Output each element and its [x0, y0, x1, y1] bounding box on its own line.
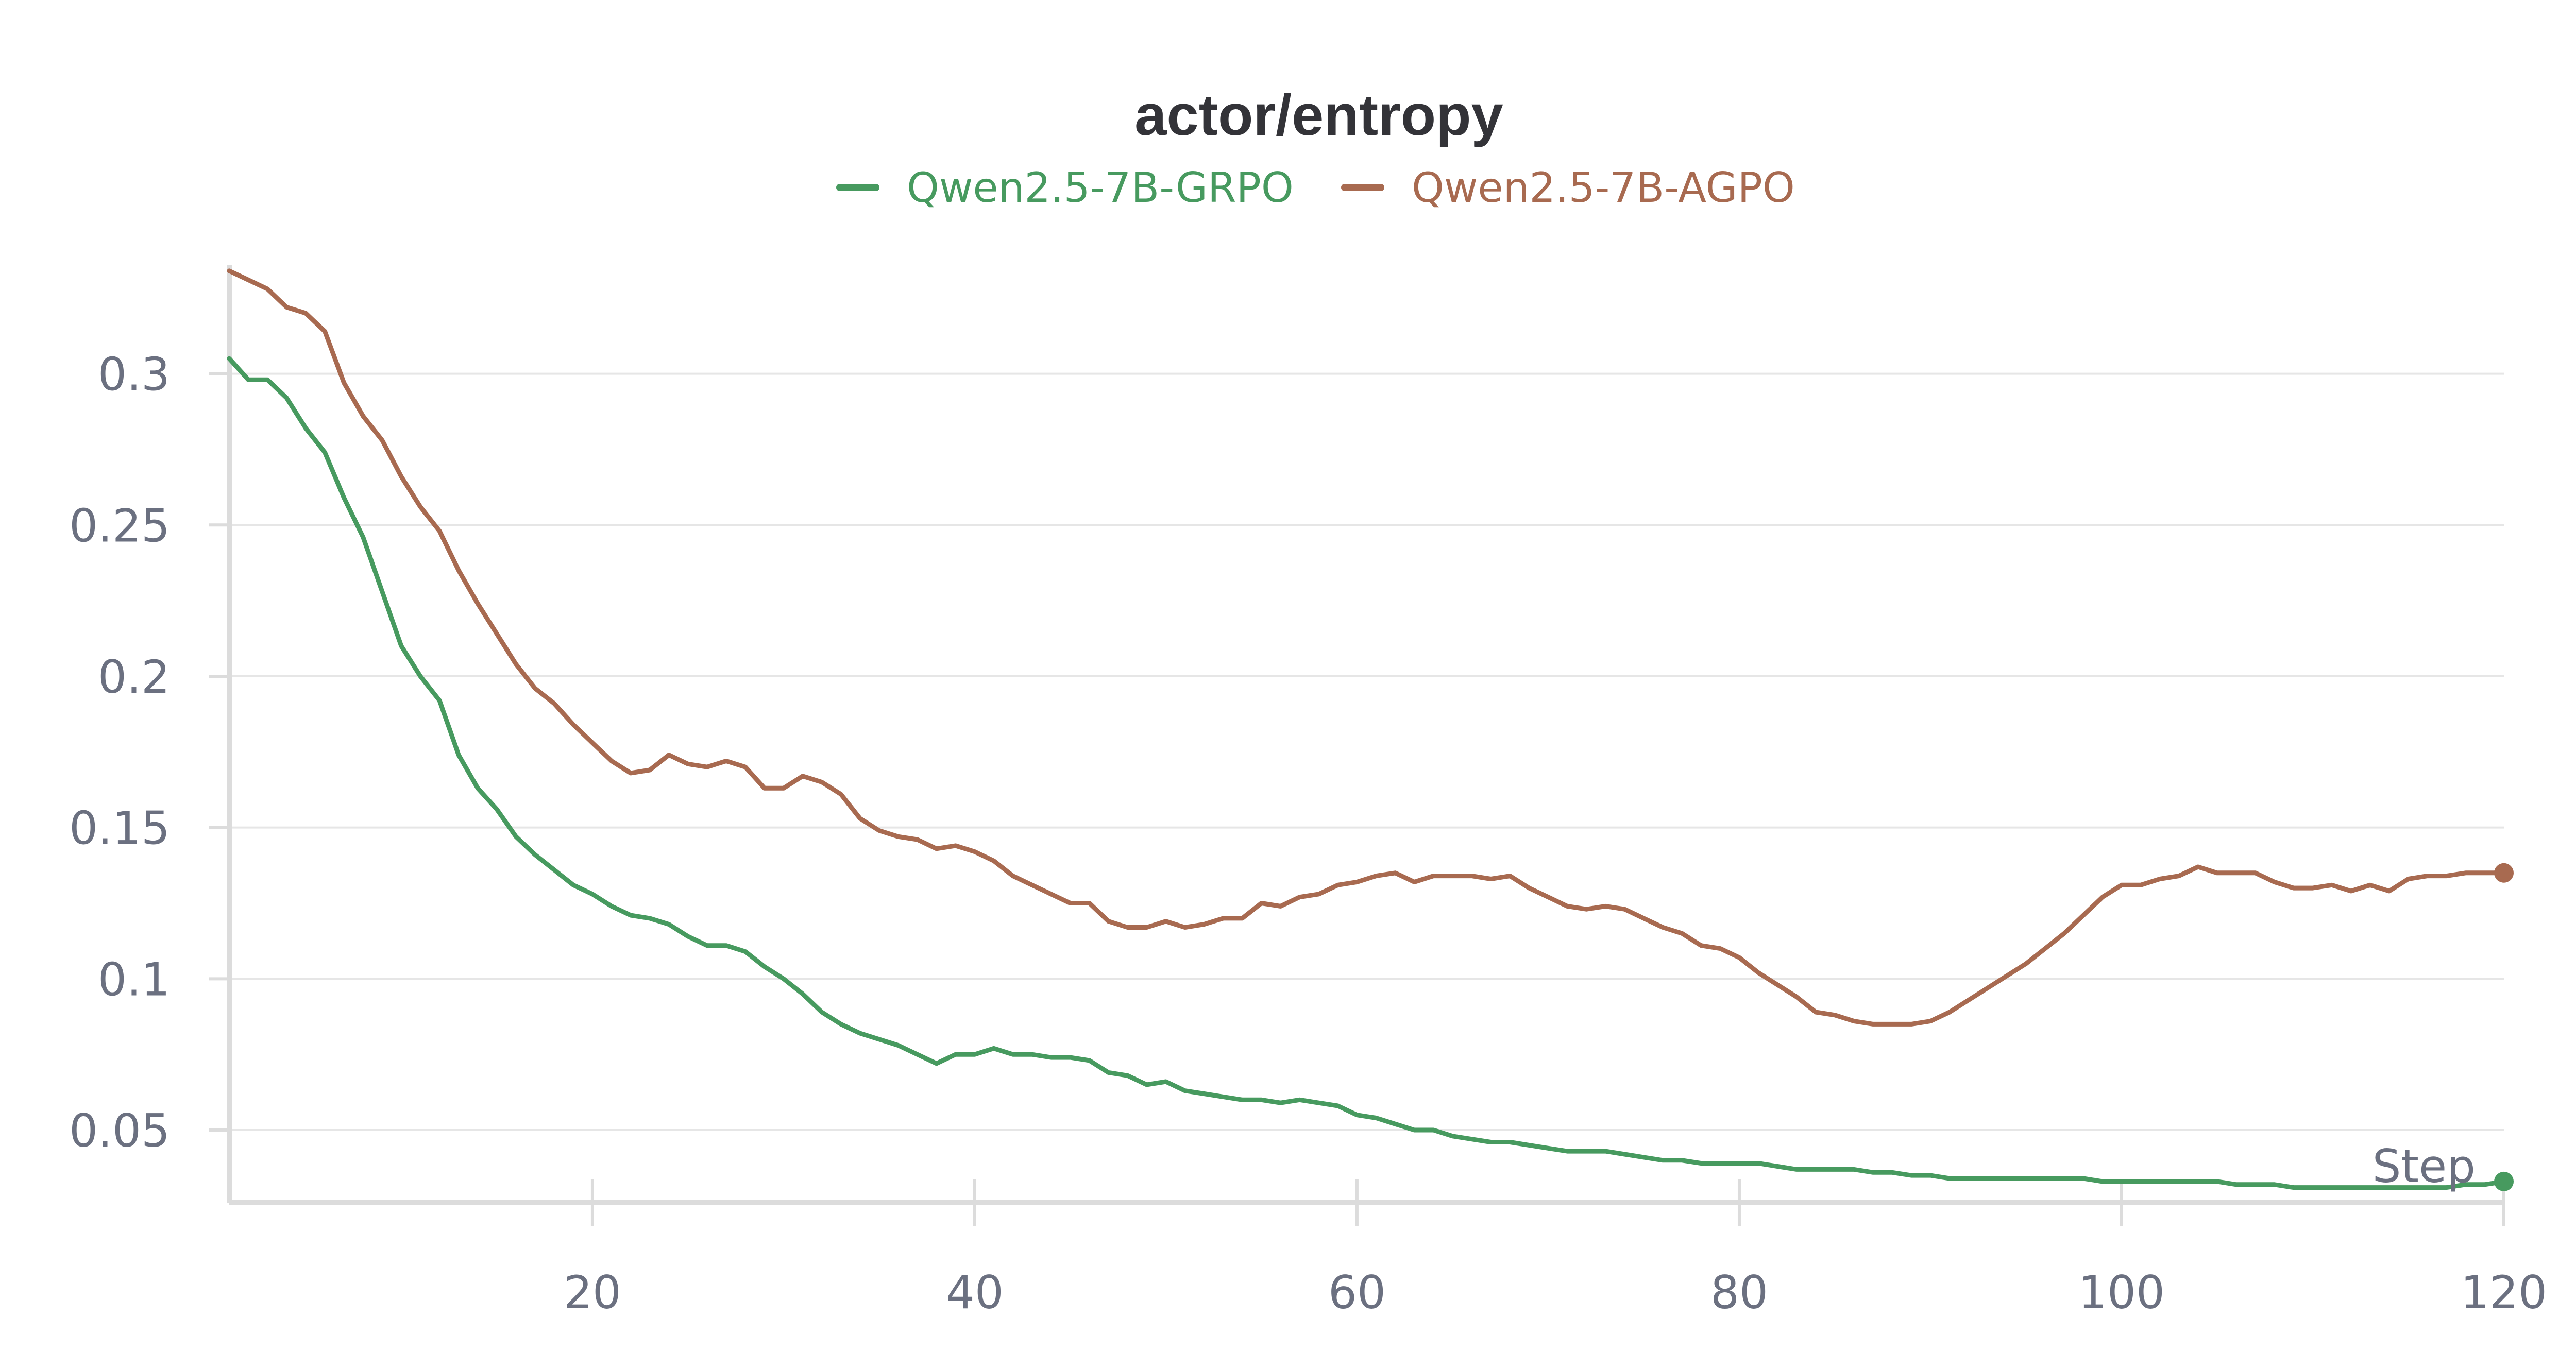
legend-label: Qwen2.5-7B-AGPO	[1412, 164, 1795, 212]
y-tick-label: 0.2	[98, 651, 170, 704]
y-tick-label: 0.05	[69, 1104, 170, 1157]
legend-entry-1[interactable]: Qwen2.5-7B-AGPO	[1341, 164, 1795, 212]
series-line-0[interactable]	[227, 356, 2506, 1190]
series-lines[interactable]	[227, 268, 2514, 1191]
legend-label: Qwen2.5-7B-GRPO	[907, 164, 1294, 212]
series-end-point-1[interactable]	[2494, 863, 2514, 883]
x-tick-label: 60	[1328, 1266, 1386, 1319]
axes: 0.05 0.1 0.15 0.2 0.25 0.3 20 40 60 80 100 120	[69, 265, 2547, 1319]
x-tick-label: 100	[2078, 1266, 2165, 1319]
x-axis-label: Step	[2372, 1140, 2476, 1193]
grid-lines	[229, 372, 2504, 1132]
x-tick-label: 20	[564, 1266, 621, 1319]
legend[interactable]: Qwen2.5-7B-GRPO Qwen2.5-7B-AGPO	[836, 164, 1795, 212]
y-tick-label: 0.3	[98, 348, 170, 401]
x-tick-label: 80	[1710, 1266, 1768, 1319]
y-tick-label: 0.15	[69, 802, 170, 855]
x-tick-label: 40	[946, 1266, 1004, 1319]
chart-title: actor/entropy	[1134, 83, 1503, 147]
y-tick-label: 0.1	[98, 953, 170, 1006]
y-tick-label: 0.25	[69, 499, 170, 552]
series-line-1[interactable]	[227, 268, 2506, 1027]
legend-entry-0[interactable]: Qwen2.5-7B-GRPO	[836, 164, 1294, 212]
series-end-point-0[interactable]	[2494, 1171, 2514, 1191]
x-tick-label: 120	[2461, 1266, 2547, 1319]
